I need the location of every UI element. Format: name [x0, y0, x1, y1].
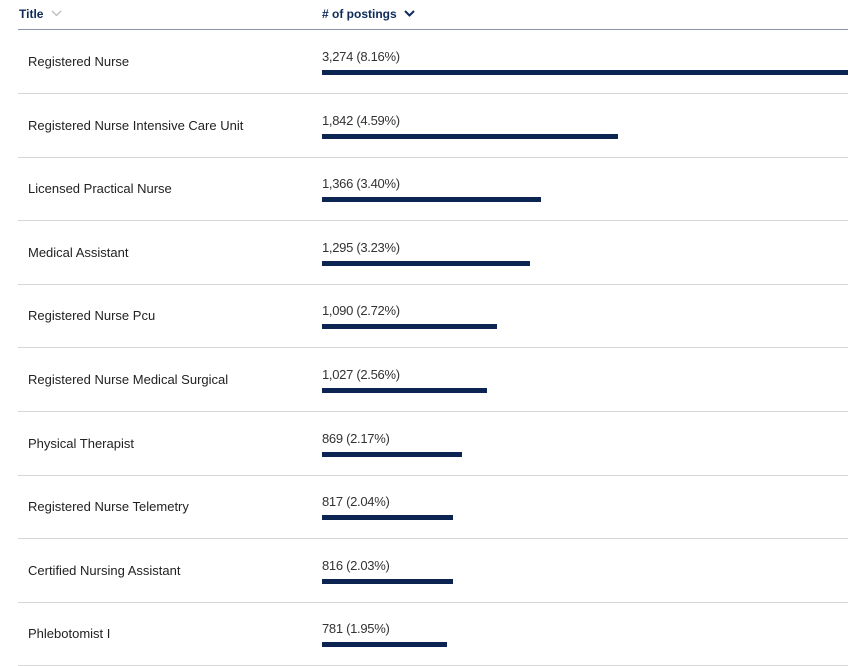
value-bar [322, 515, 454, 521]
row-title: Registered Nurse Medical Surgical [28, 372, 229, 387]
table-row[interactable]: Registered Nurse Pcu 1,090 (2.72%) [18, 284, 848, 349]
table-row[interactable]: Licensed Practical Nurse 1,366 (3.40%) [18, 157, 848, 222]
row-title: Registered Nurse Telemetry [28, 499, 189, 515]
value-bar [322, 260, 531, 266]
table-row[interactable]: Registered Nurse Telemetry 817 (2.04%) [18, 475, 848, 540]
table-row[interactable]: Phlebotomist I 781 (1.95%) [18, 602, 848, 666]
row-title: Medical Assistant [28, 244, 129, 260]
table-row[interactable]: Certified Nursing Assistant 816 (2.03%) [18, 539, 848, 603]
table-row[interactable]: Medical Assistant 1,295 (3.23%) [18, 221, 848, 285]
row-title: Licensed Practical Nurse [28, 181, 172, 197]
value-bar [322, 197, 542, 203]
row-title: Physical Therapist [28, 435, 134, 451]
row-title: Registered Nurse Pcu [28, 308, 156, 324]
value-bar [322, 642, 448, 648]
table-row[interactable]: Registered Nurse 3,274 (8.16%) [18, 30, 848, 94]
table-header: Title # of postings [18, 0, 848, 30]
row-value-label: 781 (1.95%) [322, 621, 390, 637]
table-row[interactable]: Registered Nurse Medical Surgical 1,027 … [18, 348, 848, 412]
value-bar [322, 70, 848, 75]
title-column-header[interactable]: Title [19, 7, 62, 21]
row-value-label: 1,842 (4.59%) [322, 112, 400, 128]
chevron-down-icon [404, 10, 415, 17]
value-bar [322, 578, 454, 584]
value-bar [322, 133, 618, 139]
postings-header-label: # of postings [322, 7, 397, 21]
row-value-label: 817 (2.04%) [322, 494, 390, 510]
table-row[interactable]: Physical Therapist 869 (2.17%) [18, 412, 848, 476]
row-title: Registered Nurse Intensive Care Unit [28, 117, 244, 133]
postings-column-header[interactable]: # of postings [322, 7, 415, 21]
chevron-down-icon [51, 10, 62, 17]
row-value-label: 869 (2.17%) [322, 430, 390, 446]
row-value-label: 3,274 (8.16%) [322, 49, 400, 64]
row-value-label: 1,366 (3.40%) [322, 176, 400, 192]
row-value-label: 1,090 (2.72%) [322, 303, 400, 319]
row-title: Phlebotomist I [28, 626, 111, 642]
title-header-label: Title [19, 7, 44, 21]
row-value-label: 816 (2.03%) [322, 557, 390, 573]
value-bar [322, 451, 462, 457]
row-title: Certified Nursing Assistant [28, 562, 181, 578]
row-value-label: 1,027 (2.56%) [322, 367, 400, 382]
value-bar [322, 388, 487, 393]
table-row[interactable]: Registered Nurse Intensive Care Unit 1,8… [18, 94, 848, 158]
value-bar [322, 324, 498, 330]
row-value-label: 1,295 (3.23%) [322, 239, 400, 255]
row-title: Registered Nurse [28, 54, 130, 69]
